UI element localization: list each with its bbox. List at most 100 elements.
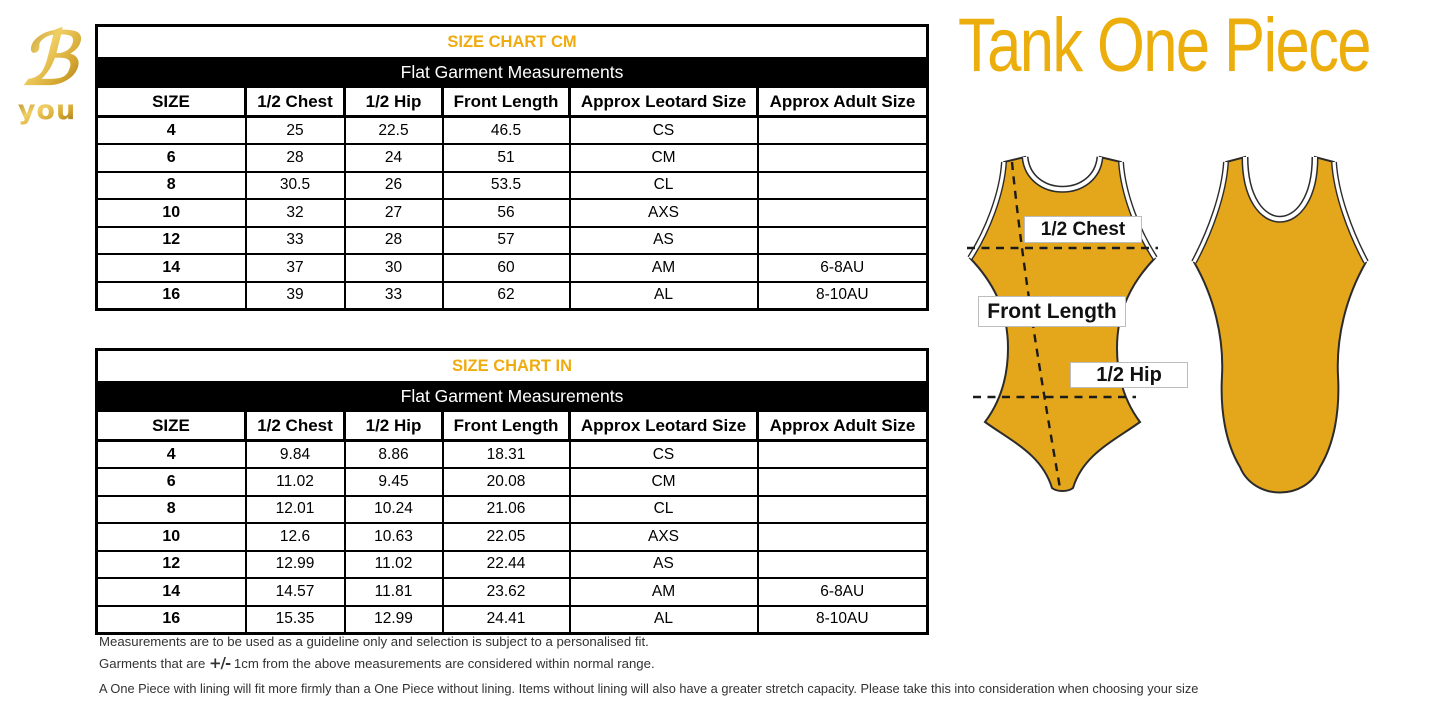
value-cell: 8-10AU	[756, 280, 929, 310]
footnote-lining: A One Piece with lining will fit more fi…	[99, 681, 1199, 696]
brand-logo: ℬ you	[4, 16, 90, 128]
plus-minus-symbol: +/-	[208, 654, 231, 672]
value-cell: 28	[244, 143, 346, 173]
value-cell	[756, 198, 929, 228]
value-cell	[756, 467, 929, 497]
value-cell: 57	[441, 225, 571, 255]
value-cell: AM	[568, 577, 759, 607]
value-cell: 18.31	[441, 439, 571, 469]
value-cell: 6-8AU	[756, 253, 929, 283]
value-cell: 30	[343, 253, 444, 283]
value-cell: 11.02	[244, 467, 346, 497]
value-cell: AXS	[568, 198, 759, 228]
size-cell: 8	[95, 170, 247, 200]
size-cell: 16	[95, 604, 247, 634]
front-length-measure-label: Front Length	[978, 296, 1126, 327]
value-cell: 15.35	[244, 604, 346, 634]
value-cell: 10.24	[343, 494, 444, 524]
value-cell: 24	[343, 143, 444, 173]
value-cell: AM	[568, 253, 759, 283]
column-header: Approx Adult Size	[756, 85, 929, 118]
value-cell: 22.05	[441, 522, 571, 552]
logo-letter: ℬ	[20, 18, 83, 101]
front-length-measure-line	[1010, 161, 1062, 489]
size-cell: 10	[95, 198, 247, 228]
value-cell: CM	[568, 143, 759, 173]
value-cell	[756, 225, 929, 255]
value-cell: 8.86	[343, 439, 444, 469]
chest-measure-label: 1/2 Chest	[1024, 216, 1142, 243]
table-row: 6 11.02 9.45 20.08 CM	[95, 467, 929, 497]
table-row: 8 30.5 26 53.5 CL	[95, 170, 929, 200]
value-cell	[756, 494, 929, 524]
value-cell	[756, 115, 929, 145]
value-cell: CS	[568, 439, 759, 469]
value-cell: 60	[441, 253, 571, 283]
value-cell: AXS	[568, 522, 759, 552]
value-cell: AS	[568, 549, 759, 579]
measurement-diagram: 1/2 Chest Front Length 1/2 Hip	[952, 140, 1402, 510]
value-cell: 32	[244, 198, 346, 228]
column-header: Approx Leotard Size	[568, 409, 759, 442]
hip-measure-label: 1/2 Hip	[1070, 362, 1188, 388]
value-cell: CS	[568, 115, 759, 145]
table-title: SIZE CHART IN	[95, 348, 929, 384]
value-cell: AL	[568, 280, 759, 310]
size-cell: 12	[95, 549, 247, 579]
table-row: 16 39 33 62 AL 8-10AU	[95, 280, 929, 310]
size-cell: 14	[95, 577, 247, 607]
table-row: 14 37 30 60 AM 6-8AU	[95, 253, 929, 283]
column-header: 1/2 Chest	[244, 85, 346, 118]
column-header: Approx Leotard Size	[568, 85, 759, 118]
value-cell: 53.5	[441, 170, 571, 200]
footnote-guideline: Measurements are to be used as a guideli…	[99, 634, 649, 649]
size-cell: 10	[95, 522, 247, 552]
size-cell: 4	[95, 439, 247, 469]
value-cell	[756, 143, 929, 173]
footnote-tolerance-pre: Garments that are	[99, 656, 209, 671]
value-cell	[756, 522, 929, 552]
table-subtitle: Flat Garment Measurements	[95, 57, 929, 88]
value-cell: 51	[441, 143, 571, 173]
table-row: 10 32 27 56 AXS	[95, 198, 929, 228]
value-cell: 33	[343, 280, 444, 310]
value-cell: 12.99	[343, 604, 444, 634]
value-cell: 12.99	[244, 549, 346, 579]
table-row: 4 9.84 8.86 18.31 CS	[95, 439, 929, 469]
value-cell: 24.41	[441, 604, 571, 634]
table-row: 12 12.99 11.02 22.44 AS	[95, 549, 929, 579]
column-header: 1/2 Chest	[244, 409, 346, 442]
value-cell: 10.63	[343, 522, 444, 552]
size-cell: 8	[95, 494, 247, 524]
value-cell: 12.01	[244, 494, 346, 524]
size-cell: 12	[95, 225, 247, 255]
value-cell: 33	[244, 225, 346, 255]
value-cell: 46.5	[441, 115, 571, 145]
table-row: 8 12.01 10.24 21.06 CL	[95, 494, 929, 524]
size-cell: 14	[95, 253, 247, 283]
value-cell: 14.57	[244, 577, 346, 607]
size-cell: 16	[95, 280, 247, 310]
value-cell	[756, 170, 929, 200]
size-chart-cm-section: SIZE CHART CM Flat Garment Measurements SI…	[95, 24, 929, 311]
value-cell: 20.08	[441, 467, 571, 497]
column-header: Front Length	[441, 85, 571, 118]
value-cell: AS	[568, 225, 759, 255]
footnote-tolerance: Garments that are +/- 1cm from the above…	[99, 654, 655, 672]
column-header: Approx Adult Size	[756, 409, 929, 442]
value-cell: 25	[244, 115, 346, 145]
table-subtitle: Flat Garment Measurements	[95, 381, 929, 412]
value-cell: 21.06	[441, 494, 571, 524]
brand-logo-graphic: ℬ you	[18, 16, 83, 126]
size-chart-in-section: SIZE CHART IN Flat Garment Measurements SI…	[95, 348, 929, 635]
leotard-back-illustration	[1191, 155, 1369, 494]
table-row: 4 25 22.5 46.5 CS	[95, 115, 929, 145]
value-cell: 26	[343, 170, 444, 200]
value-cell: 28	[343, 225, 444, 255]
size-chart-cm-table: SIZE CHART CM Flat Garment Measurements SI…	[95, 24, 929, 311]
value-cell: 22.5	[343, 115, 444, 145]
column-header: SIZE	[95, 85, 247, 118]
table-row: 6 28 24 51 CM	[95, 143, 929, 173]
value-cell: 11.02	[343, 549, 444, 579]
value-cell: 39	[244, 280, 346, 310]
